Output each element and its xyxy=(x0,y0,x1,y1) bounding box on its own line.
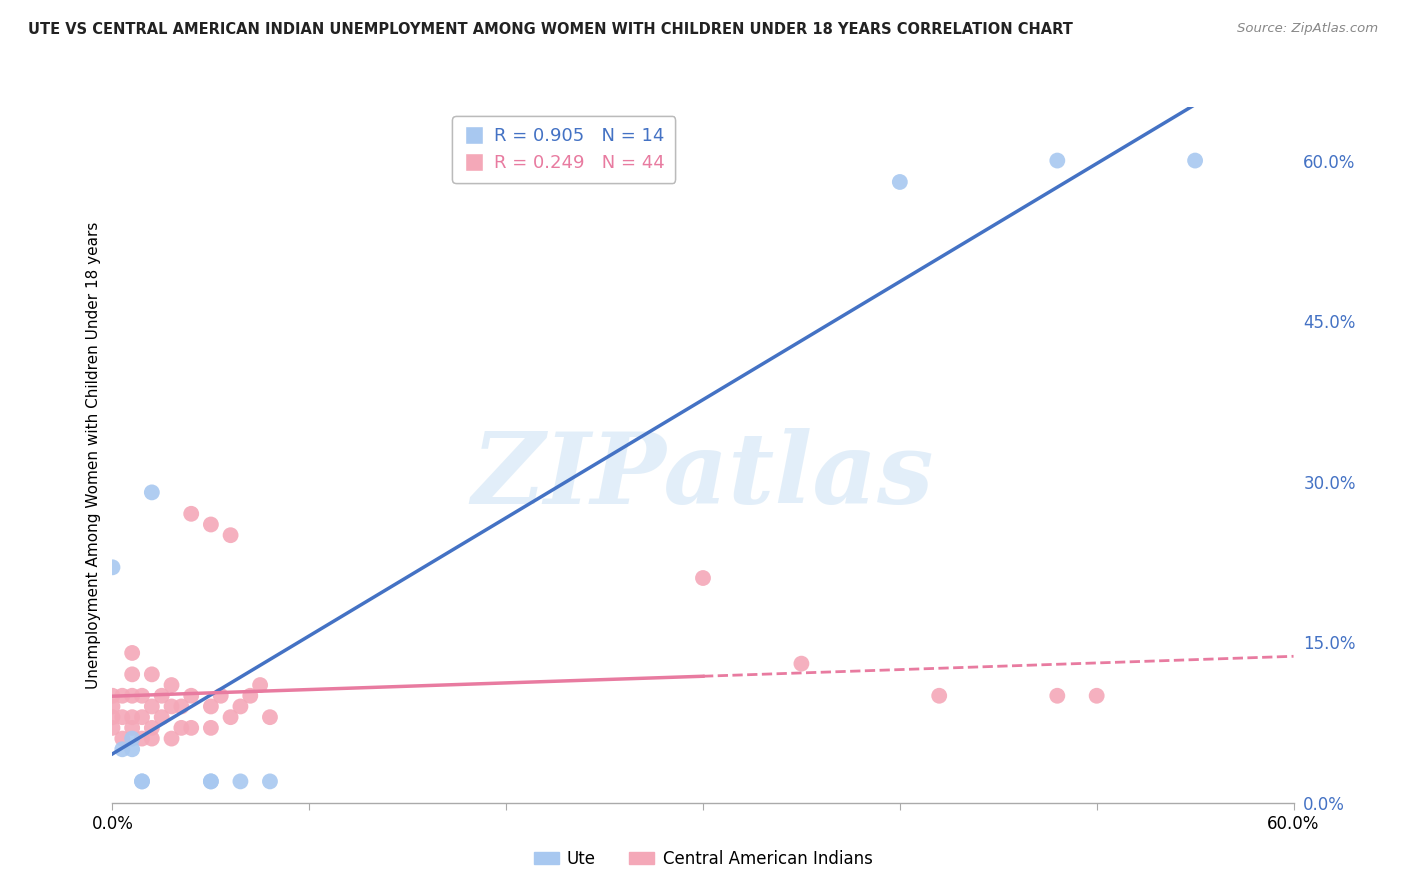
Y-axis label: Unemployment Among Women with Children Under 18 years: Unemployment Among Women with Children U… xyxy=(86,221,101,689)
Point xyxy=(131,689,153,703)
Point xyxy=(121,689,143,703)
Point xyxy=(219,710,242,724)
Point xyxy=(229,774,252,789)
Point xyxy=(1184,153,1206,168)
Point xyxy=(1046,689,1069,703)
Point xyxy=(200,721,222,735)
Point xyxy=(209,689,232,703)
Point xyxy=(111,689,134,703)
Point xyxy=(160,678,183,692)
Point xyxy=(200,774,222,789)
Point xyxy=(150,710,173,724)
Point xyxy=(180,507,202,521)
Point xyxy=(219,528,242,542)
Point xyxy=(141,485,163,500)
Point xyxy=(121,721,143,735)
Point xyxy=(101,689,124,703)
Point xyxy=(928,689,950,703)
Point xyxy=(160,731,183,746)
Point xyxy=(239,689,262,703)
Point xyxy=(121,710,143,724)
Point xyxy=(121,731,143,746)
Point xyxy=(150,689,173,703)
Point xyxy=(131,774,153,789)
Legend: R = 0.905   N = 14, R = 0.249   N = 44: R = 0.905 N = 14, R = 0.249 N = 44 xyxy=(453,116,675,183)
Point xyxy=(111,742,134,756)
Point xyxy=(259,774,281,789)
Text: UTE VS CENTRAL AMERICAN INDIAN UNEMPLOYMENT AMONG WOMEN WITH CHILDREN UNDER 18 Y: UTE VS CENTRAL AMERICAN INDIAN UNEMPLOYM… xyxy=(28,22,1073,37)
Point xyxy=(101,710,124,724)
Text: Source: ZipAtlas.com: Source: ZipAtlas.com xyxy=(1237,22,1378,36)
Point xyxy=(160,699,183,714)
Point xyxy=(180,689,202,703)
Point xyxy=(790,657,813,671)
Point xyxy=(1046,153,1069,168)
Point xyxy=(1085,689,1108,703)
Point xyxy=(692,571,714,585)
Point xyxy=(200,517,222,532)
Point xyxy=(121,667,143,681)
Point xyxy=(101,560,124,574)
Point xyxy=(131,710,153,724)
Point xyxy=(229,699,252,714)
Point xyxy=(200,774,222,789)
Point xyxy=(170,721,193,735)
Point xyxy=(121,742,143,756)
Point xyxy=(121,646,143,660)
Point xyxy=(141,731,163,746)
Legend: Ute, Central American Indians: Ute, Central American Indians xyxy=(527,844,879,875)
Point xyxy=(141,667,163,681)
Point xyxy=(111,731,134,746)
Point xyxy=(141,721,163,735)
Point xyxy=(111,710,134,724)
Point xyxy=(141,699,163,714)
Point xyxy=(249,678,271,692)
Point xyxy=(889,175,911,189)
Point xyxy=(131,731,153,746)
Point xyxy=(170,699,193,714)
Point xyxy=(259,710,281,724)
Text: ZIPatlas: ZIPatlas xyxy=(472,427,934,524)
Point xyxy=(200,699,222,714)
Point xyxy=(131,774,153,789)
Point xyxy=(180,721,202,735)
Point xyxy=(101,721,124,735)
Point xyxy=(101,699,124,714)
